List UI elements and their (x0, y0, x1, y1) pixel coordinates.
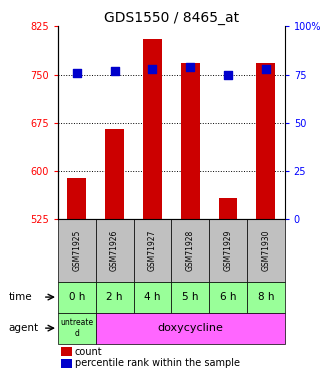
Text: 8 h: 8 h (258, 292, 274, 302)
Bar (105, 129, 124, 219)
Bar (96, 219, 133, 282)
Text: count: count (75, 346, 103, 357)
Point (225, 72, 231, 78)
Bar (256, 63, 275, 219)
Text: time: time (9, 292, 32, 302)
Bar (96, 313, 285, 344)
Text: doxycycline: doxycycline (157, 323, 223, 333)
Text: 2 h: 2 h (106, 292, 123, 302)
Point (74, 70, 79, 76)
Text: GSM71925: GSM71925 (72, 230, 81, 271)
Bar (171, 219, 209, 282)
Point (150, 66, 155, 72)
Bar (58, 313, 96, 344)
Text: 0 h: 0 h (69, 292, 85, 302)
Bar (171, 282, 209, 313)
Bar (68, 178, 86, 219)
Text: percentile rank within the sample: percentile rank within the sample (75, 358, 240, 368)
Bar (58, 282, 96, 313)
Bar (133, 282, 171, 313)
Text: 6 h: 6 h (220, 292, 236, 302)
Text: untreate
d: untreate d (60, 318, 93, 338)
Point (112, 68, 117, 74)
Text: GSM71926: GSM71926 (110, 230, 119, 271)
Point (263, 66, 268, 72)
Text: GSM71928: GSM71928 (186, 230, 195, 271)
Bar (133, 219, 171, 282)
Text: 4 h: 4 h (144, 292, 161, 302)
Bar (96, 282, 133, 313)
Title: GDS1550 / 8465_at: GDS1550 / 8465_at (104, 11, 239, 25)
Point (188, 64, 193, 70)
Bar (247, 282, 285, 313)
Bar (209, 219, 247, 282)
Bar (61, 359, 71, 368)
Bar (247, 219, 285, 282)
Text: GSM71930: GSM71930 (261, 230, 270, 271)
Text: GSM71929: GSM71929 (223, 230, 232, 271)
Text: 5 h: 5 h (182, 292, 199, 302)
Bar (209, 282, 247, 313)
Text: agent: agent (9, 323, 39, 333)
Bar (61, 347, 71, 356)
Bar (58, 219, 96, 282)
Bar (218, 198, 237, 219)
Text: GSM71927: GSM71927 (148, 230, 157, 271)
Bar (143, 39, 162, 219)
Bar (181, 63, 200, 219)
